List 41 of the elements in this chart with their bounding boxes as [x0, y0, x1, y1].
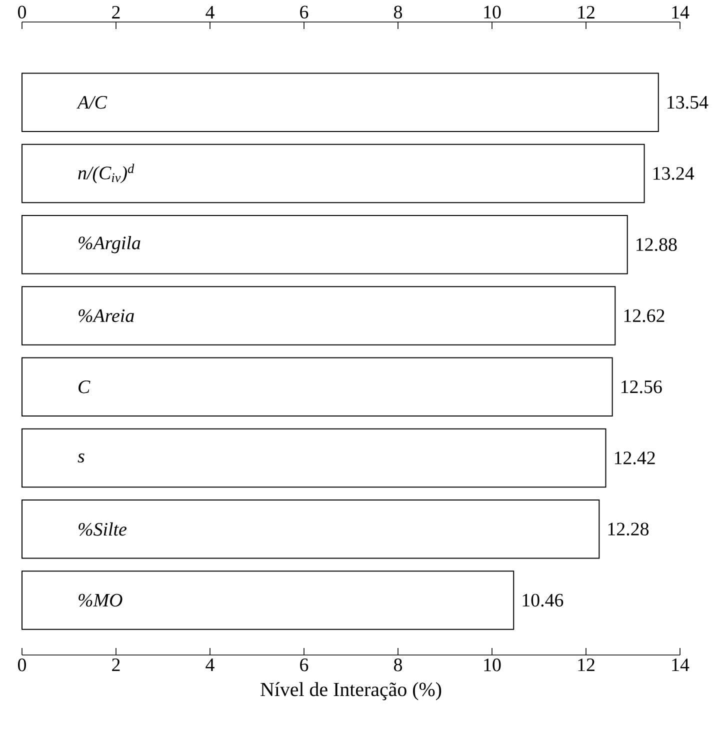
y-tick-label: n/(C$_{iv}$)$^{d}$ — [78, 164, 134, 184]
x2-tick-label: 0 — [18, 6, 26, 18]
data-label: 12.56 — [622, 380, 662, 394]
x2-tick-label: 6 — [300, 6, 308, 18]
bar — [22, 570, 514, 630]
bar — [22, 499, 600, 559]
x-tick-label: 8 — [394, 658, 402, 672]
bar — [22, 144, 645, 204]
y-tick-label: %Argila — [78, 236, 140, 254]
x2-tick-label: 4 — [206, 6, 214, 18]
x2-tick-label: 12 — [578, 6, 594, 18]
data-label: 12.62 — [624, 309, 664, 322]
x2-tick-label: 8 — [394, 6, 402, 18]
x2-tick-label: 14 — [672, 6, 690, 18]
y-tick-label: %Silte — [78, 522, 127, 536]
data-label: 10.46 — [522, 594, 564, 607]
data-label: 12.42 — [614, 452, 655, 464]
y-tick-label: s — [78, 453, 84, 463]
x-tick-label: 6 — [300, 658, 308, 672]
bar — [22, 214, 628, 274]
x-axis-title: Nível de Interação (%) — [260, 682, 442, 700]
x2-tick-label: 2 — [112, 6, 120, 18]
data-label: 13.24 — [653, 167, 694, 180]
y-tick-label: %Areia — [78, 309, 134, 322]
x-tick-label: 2 — [112, 658, 120, 672]
data-label: 12.28 — [608, 522, 649, 536]
x-tick-label: 4 — [206, 658, 214, 671]
x-tick-label: 14 — [672, 658, 690, 672]
y-tick-label: %MO — [78, 594, 122, 607]
x-tick-label: 0 — [18, 658, 26, 672]
data-label: 13.54 — [668, 96, 708, 109]
data-label: 12.88 — [636, 238, 677, 252]
x2-tick-label: 10 — [484, 6, 501, 18]
bar — [22, 357, 613, 417]
bar — [22, 72, 659, 132]
x-tick-label: 12 — [578, 658, 594, 672]
bar — [22, 428, 606, 488]
bar — [22, 286, 616, 346]
y-tick-label: A/C — [76, 96, 108, 109]
x-tick-label: 10 — [484, 658, 501, 672]
y-tick-label: C — [78, 380, 90, 394]
